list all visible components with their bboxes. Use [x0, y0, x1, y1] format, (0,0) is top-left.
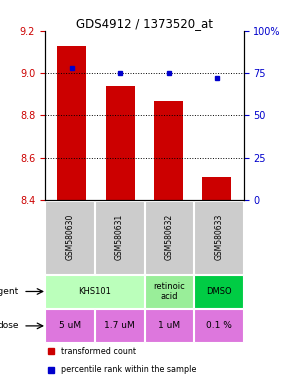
Bar	[145, 201, 193, 273]
Bar	[154, 101, 183, 200]
Text: DMSO: DMSO	[206, 287, 232, 296]
Text: 1 uM: 1 uM	[158, 321, 180, 330]
Text: KHS101: KHS101	[78, 287, 111, 296]
Bar	[194, 275, 243, 308]
Text: 5 uM: 5 uM	[59, 321, 81, 330]
Bar	[95, 201, 144, 273]
Bar	[202, 177, 231, 200]
Text: 0.1 %: 0.1 %	[206, 321, 232, 330]
Bar	[106, 86, 135, 200]
Text: dose: dose	[0, 321, 19, 330]
Bar	[46, 275, 144, 308]
Bar	[46, 310, 94, 343]
Text: retinoic
acid: retinoic acid	[153, 282, 185, 301]
Text: 1.7 uM: 1.7 uM	[104, 321, 135, 330]
Text: GSM580632: GSM580632	[165, 214, 174, 260]
Text: transformed count: transformed count	[61, 347, 136, 356]
Text: agent: agent	[0, 287, 19, 296]
Bar	[57, 46, 86, 200]
Text: percentile rank within the sample: percentile rank within the sample	[61, 365, 196, 374]
Bar	[145, 310, 193, 343]
Title: GDS4912 / 1373520_at: GDS4912 / 1373520_at	[76, 17, 213, 30]
Bar	[95, 310, 144, 343]
Bar	[194, 201, 243, 273]
Bar	[46, 201, 94, 273]
Bar	[145, 275, 193, 308]
Text: GSM580630: GSM580630	[65, 214, 74, 260]
Text: GSM580633: GSM580633	[214, 214, 223, 260]
Text: GSM580631: GSM580631	[115, 214, 124, 260]
Bar	[194, 310, 243, 343]
